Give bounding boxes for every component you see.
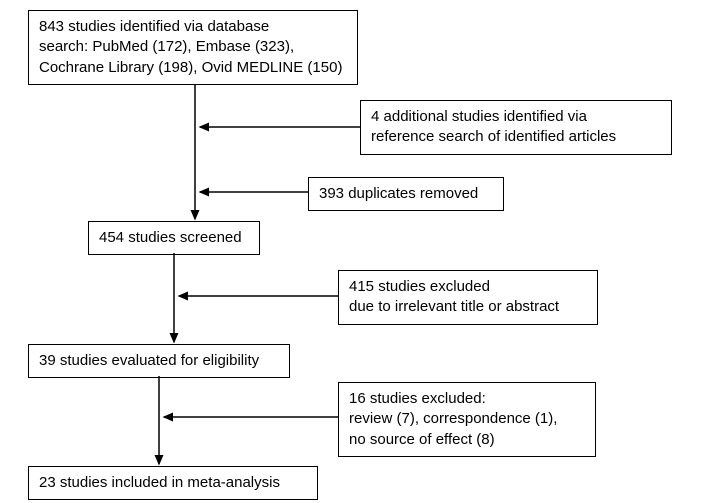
node-text: due to irrelevant title or abstract [349, 297, 587, 317]
node-text: 39 studies evaluated for eligibility [39, 351, 279, 371]
node-text: 23 studies included in meta-analysis [39, 473, 307, 493]
node-excluded-16: 16 studies excluded: review (7), corresp… [338, 382, 596, 457]
node-text: 393 duplicates removed [319, 184, 493, 204]
node-duplicates: 393 duplicates removed [308, 177, 504, 211]
node-included: 23 studies included in meta-analysis [28, 466, 318, 500]
node-text: Cochrane Library (198), Ovid MEDLINE (15… [39, 58, 347, 78]
node-screened: 454 studies screened [88, 221, 260, 255]
node-text: reference search of identified articles [371, 127, 661, 147]
node-eligibility: 39 studies evaluated for eligibility [28, 344, 290, 378]
node-identified: 843 studies identified via database sear… [28, 10, 358, 85]
node-text: 454 studies screened [99, 228, 249, 248]
node-text: review (7), correspondence (1), [349, 409, 585, 429]
node-text: 4 additional studies identified via [371, 107, 661, 127]
node-additional: 4 additional studies identified via refe… [360, 100, 672, 155]
node-text: no source of effect (8) [349, 430, 585, 450]
node-excluded-415: 415 studies excluded due to irrelevant t… [338, 270, 598, 325]
node-text: 16 studies excluded: [349, 389, 585, 409]
node-text: search: PubMed (172), Embase (323), [39, 37, 347, 57]
node-text: 843 studies identified via database [39, 17, 347, 37]
node-text: 415 studies excluded [349, 277, 587, 297]
